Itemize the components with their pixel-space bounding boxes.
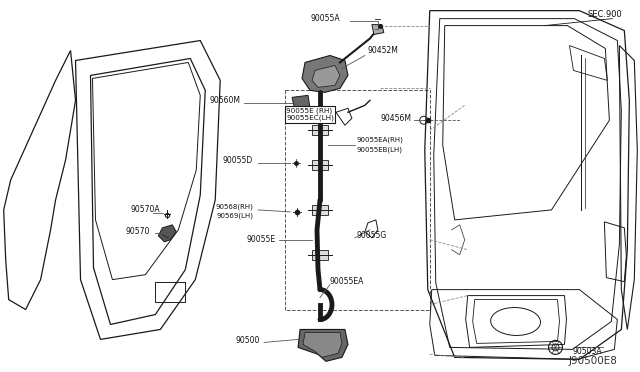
Polygon shape [158,225,176,242]
Text: 90055EB(LH): 90055EB(LH) [357,147,403,153]
Text: 90570A: 90570A [131,205,160,214]
Polygon shape [292,95,310,110]
Text: 90560M: 90560M [209,96,240,105]
Polygon shape [312,65,340,87]
Bar [285,90,430,310]
Polygon shape [303,333,342,357]
Text: J90500E8: J90500E8 [568,356,618,366]
Bar [312,160,328,170]
Text: 90569(LH): 90569(LH) [216,213,253,219]
Bar [312,125,328,135]
Bar [312,250,328,260]
Text: 90570: 90570 [125,227,150,236]
Text: 90055E: 90055E [247,235,276,244]
Bar [312,205,328,215]
Text: 90055D: 90055D [223,155,253,164]
Polygon shape [302,55,348,92]
Text: 90055E (RH)
90055EC(LH): 90055E (RH) 90055EC(LH) [286,107,334,121]
Text: 90055G: 90055G [357,231,387,240]
Text: 90500: 90500 [236,336,260,345]
Polygon shape [372,25,384,35]
Text: 90055A: 90055A [310,14,340,23]
Text: SEC.900: SEC.900 [588,10,622,19]
Text: 90456M: 90456M [381,114,412,123]
Polygon shape [298,330,348,361]
Text: 90568(RH): 90568(RH) [215,204,253,210]
Text: 90055EA: 90055EA [330,277,364,286]
Text: 90452M: 90452M [368,46,399,55]
Text: 90055EA(RH): 90055EA(RH) [357,137,404,144]
Text: 90503A: 90503A [572,347,602,356]
